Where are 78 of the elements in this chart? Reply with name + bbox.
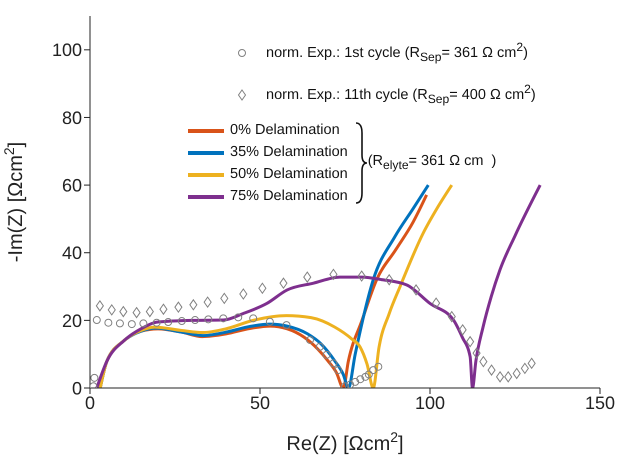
- point: [258, 282, 266, 294]
- point: [239, 288, 248, 300]
- point: [146, 306, 154, 318]
- point: [472, 348, 481, 359]
- point: [116, 319, 124, 328]
- x-tick-label: 50: [250, 392, 270, 413]
- point: [448, 311, 456, 322]
- annotation: (R$_{elyte}$= 361 Ω cm ): [368, 152, 496, 174]
- point: [322, 350, 331, 359]
- point: [496, 371, 504, 382]
- point: [104, 318, 112, 327]
- point: [234, 313, 242, 322]
- point: [164, 318, 172, 326]
- legend-label: norm. Exp.: 11th cycle (R$_{Sep}$= 400 Ω cm$^{2}$): [266, 82, 536, 106]
- point: [432, 298, 440, 309]
- x-tick-label: 150: [584, 392, 616, 413]
- point: [174, 302, 182, 313]
- point: [266, 318, 274, 326]
- point: [139, 319, 148, 328]
- point: [364, 370, 373, 378]
- point: [341, 382, 349, 388]
- point: [191, 316, 200, 324]
- point: [108, 304, 116, 316]
- y-tick-label: 60: [62, 175, 82, 196]
- y-tick-label: 0: [72, 378, 82, 398]
- x-tick-label: 0: [84, 392, 96, 413]
- point: [204, 315, 212, 324]
- point: [128, 320, 136, 328]
- point: [90, 374, 98, 382]
- point: [219, 314, 228, 322]
- point: [356, 375, 364, 384]
- x-axis-title: Re(Z) [Ωcm$^{2}$]: [286, 429, 404, 455]
- point: [334, 366, 342, 374]
- legend-label: 0% Delamination: [230, 122, 340, 138]
- y-tick-label: 20: [62, 310, 82, 331]
- point: [220, 292, 228, 304]
- point: [249, 314, 258, 322]
- point: [504, 371, 512, 382]
- point: [159, 304, 168, 315]
- point: [358, 270, 366, 282]
- point: [374, 362, 382, 371]
- point: [520, 362, 529, 374]
- point: [466, 336, 474, 348]
- point: [412, 284, 420, 296]
- point: [488, 364, 496, 376]
- point: [96, 300, 104, 312]
- legend-label: 35% Delamination: [230, 144, 348, 160]
- point: [119, 306, 128, 318]
- point: [458, 324, 467, 336]
- point: [361, 372, 370, 381]
- point: [204, 296, 212, 308]
- legend-label: 75% Delamination: [230, 188, 348, 204]
- point: [351, 378, 360, 386]
- y-tick-label: 100: [52, 40, 82, 60]
- x-tick-label: 100: [414, 392, 446, 413]
- point: [279, 278, 288, 289]
- legend-label: 50% Delamination: [230, 166, 348, 182]
- point: [316, 342, 324, 351]
- point: [132, 307, 141, 318]
- y-tick-label: 80: [62, 108, 82, 128]
- point: [346, 380, 354, 388]
- point: [189, 299, 198, 310]
- point: [512, 368, 521, 379]
- point: [369, 366, 378, 374]
- point: [178, 317, 186, 326]
- point: [90, 382, 98, 388]
- point: [92, 316, 101, 324]
- point: [479, 356, 488, 368]
- point: [385, 274, 394, 286]
- point: [528, 358, 536, 369]
- point: [152, 318, 161, 327]
- point: [306, 336, 314, 344]
- point: [329, 268, 338, 280]
- y-tick-label: 40: [62, 243, 82, 264]
- point: [303, 272, 312, 283]
- point: [282, 321, 291, 330]
- point: [329, 359, 338, 368]
- legend-label: norm. Exp.: 1st cycle (R$_{Sep}$= 361 Ω cm$^{2}$): [266, 40, 528, 64]
